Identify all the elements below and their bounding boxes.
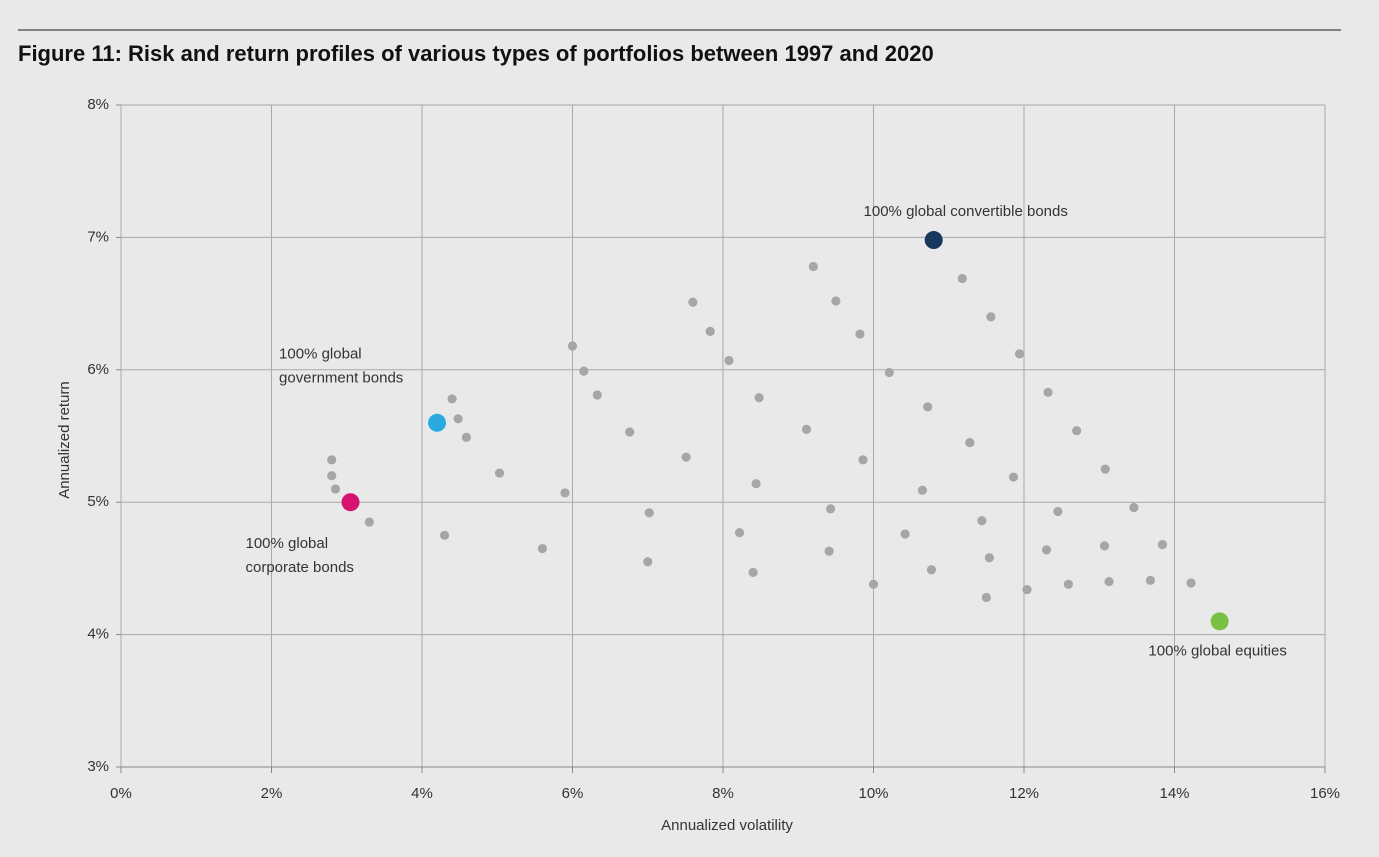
point bbox=[327, 471, 337, 481]
point bbox=[1008, 472, 1019, 482]
point bbox=[1072, 426, 1082, 436]
point bbox=[1041, 545, 1052, 555]
point bbox=[644, 508, 654, 518]
point bbox=[705, 326, 715, 337]
point bbox=[439, 530, 450, 540]
y-tick-label: 7% bbox=[87, 228, 109, 245]
point bbox=[537, 543, 548, 554]
point bbox=[447, 394, 457, 404]
point bbox=[364, 517, 374, 527]
x-tick-label: 2% bbox=[261, 785, 283, 802]
y-tick-label: 8% bbox=[87, 96, 109, 113]
point bbox=[1043, 387, 1053, 397]
x-tick-label: 12% bbox=[1009, 785, 1039, 802]
point bbox=[1014, 349, 1025, 359]
point bbox=[1157, 539, 1168, 550]
y-tick-label: 5% bbox=[87, 493, 109, 510]
point bbox=[1129, 502, 1139, 513]
point bbox=[926, 565, 937, 575]
point bbox=[560, 488, 570, 498]
point-label: 100% global bbox=[246, 535, 329, 552]
point bbox=[1063, 579, 1073, 589]
point-label: corporate bonds bbox=[246, 559, 354, 576]
point bbox=[327, 455, 337, 465]
point-label: government bonds bbox=[279, 370, 403, 387]
x-tick-label: 16% bbox=[1310, 785, 1340, 802]
point bbox=[688, 297, 698, 307]
point bbox=[1186, 578, 1196, 588]
highlight-point bbox=[1210, 612, 1229, 631]
y-tick-label: 3% bbox=[87, 758, 109, 775]
point bbox=[461, 432, 471, 442]
point-label: 100% global convertible bonds bbox=[864, 203, 1068, 220]
point bbox=[494, 468, 505, 478]
y-tick-label: 6% bbox=[87, 361, 109, 378]
point bbox=[592, 390, 602, 400]
point bbox=[681, 452, 691, 462]
point bbox=[831, 296, 841, 306]
point bbox=[751, 479, 761, 489]
point bbox=[808, 261, 818, 272]
x-tick-label: 0% bbox=[110, 785, 132, 802]
point bbox=[855, 329, 865, 339]
x-tick-label: 4% bbox=[411, 785, 433, 802]
point bbox=[917, 485, 928, 495]
point-label: 100% global bbox=[279, 346, 362, 363]
point bbox=[981, 592, 991, 603]
point bbox=[1104, 577, 1114, 587]
point bbox=[1100, 464, 1110, 474]
point bbox=[625, 427, 635, 437]
x-tick-label: 6% bbox=[562, 785, 584, 802]
point bbox=[453, 414, 463, 424]
point bbox=[1022, 584, 1032, 595]
point bbox=[748, 567, 758, 577]
highlight-point bbox=[924, 231, 943, 250]
point bbox=[1053, 506, 1063, 517]
point bbox=[754, 393, 764, 403]
point bbox=[984, 553, 994, 563]
point bbox=[724, 355, 734, 366]
point bbox=[1145, 575, 1156, 585]
y-tick-label: 4% bbox=[87, 626, 109, 643]
x-tick-label: 10% bbox=[858, 785, 888, 802]
highlight-point bbox=[341, 493, 360, 512]
point-label: 100% global equities bbox=[1148, 642, 1286, 659]
point bbox=[977, 516, 987, 526]
point bbox=[801, 424, 812, 434]
point bbox=[923, 402, 933, 412]
point bbox=[884, 367, 894, 378]
point bbox=[858, 455, 868, 465]
x-tick-label: 14% bbox=[1159, 785, 1189, 802]
point bbox=[579, 366, 589, 376]
point bbox=[965, 438, 975, 448]
point bbox=[900, 529, 910, 539]
point bbox=[643, 557, 653, 567]
point bbox=[734, 528, 745, 538]
y-axis-label: Annualized return bbox=[56, 381, 73, 499]
point bbox=[957, 273, 967, 284]
point bbox=[1099, 541, 1110, 551]
point bbox=[330, 484, 341, 494]
point bbox=[986, 312, 996, 322]
highlight-point bbox=[428, 413, 447, 432]
x-axis-label: Annualized volatility bbox=[661, 817, 793, 834]
chart-title: Figure 11: Risk and return profiles of v… bbox=[18, 41, 934, 66]
point bbox=[826, 504, 836, 514]
point bbox=[824, 546, 834, 556]
point bbox=[567, 341, 578, 351]
x-tick-label: 8% bbox=[712, 785, 734, 802]
point bbox=[868, 579, 879, 589]
